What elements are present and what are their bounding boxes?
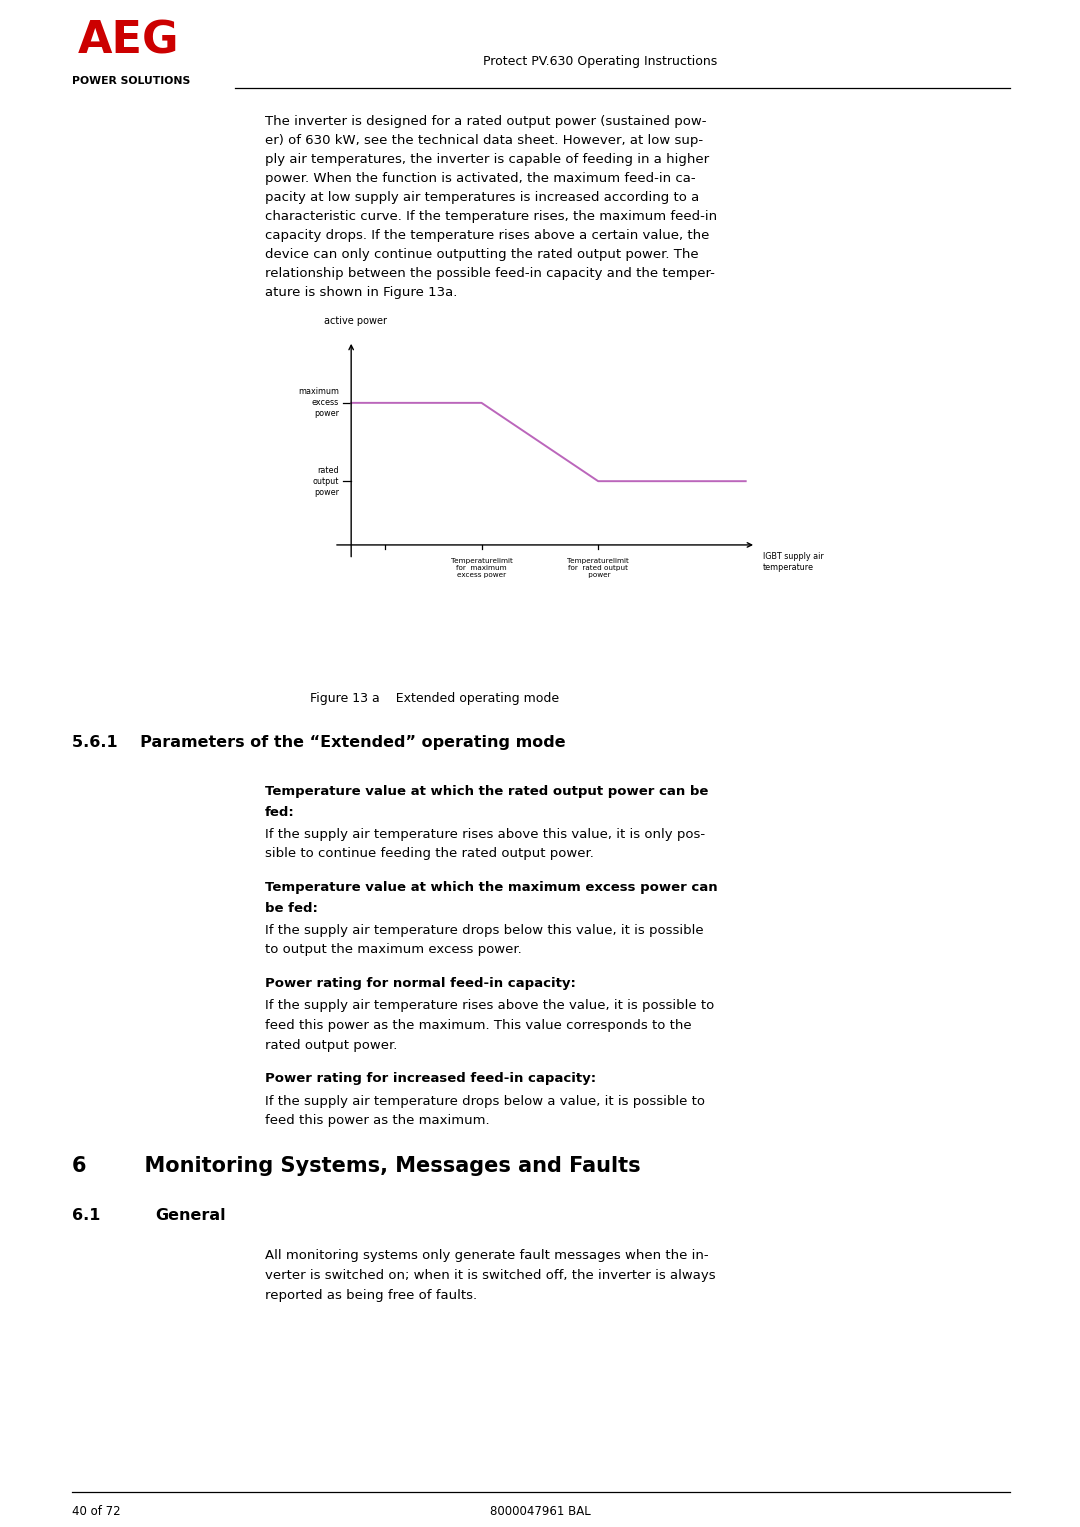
Text: verter is switched on; when it is switched off, the inverter is always: verter is switched on; when it is switch… xyxy=(265,1269,716,1283)
Text: er) of 630 kW, see the technical data sheet. However, at low sup-: er) of 630 kW, see the technical data sh… xyxy=(265,134,703,147)
Text: pacity at low supply air temperatures is increased according to a: pacity at low supply air temperatures is… xyxy=(265,191,699,205)
Text: be fed:: be fed: xyxy=(265,901,318,915)
Text: All monitoring systems only generate fault messages when the in-: All monitoring systems only generate fau… xyxy=(265,1249,708,1263)
Text: General: General xyxy=(156,1208,226,1223)
Text: rated
output
power: rated output power xyxy=(313,466,339,496)
Text: sible to continue feeding the rated output power.: sible to continue feeding the rated outp… xyxy=(265,847,594,861)
Text: If the supply air temperature drops below this value, it is possible: If the supply air temperature drops belo… xyxy=(265,924,704,938)
Text: If the supply air temperature rises above the value, it is possible to: If the supply air temperature rises abov… xyxy=(265,1000,714,1012)
Text: If the supply air temperature rises above this value, it is only pos-: If the supply air temperature rises abov… xyxy=(265,828,705,841)
Text: POWER SOLUTIONS: POWER SOLUTIONS xyxy=(72,76,190,86)
Text: maximum
excess
power: maximum excess power xyxy=(298,388,339,418)
Text: 40 of 72: 40 of 72 xyxy=(72,1506,121,1518)
Text: characteristic curve. If the temperature rises, the maximum feed-in: characteristic curve. If the temperature… xyxy=(265,211,717,223)
Text: Temperature value at which the rated output power can be: Temperature value at which the rated out… xyxy=(265,785,708,799)
Text: to output the maximum excess power.: to output the maximum excess power. xyxy=(265,944,522,956)
Text: fed:: fed: xyxy=(265,806,295,818)
Text: 8000047961 BAL: 8000047961 BAL xyxy=(489,1506,591,1518)
Text: IGBT supply air
temperature: IGBT supply air temperature xyxy=(762,553,824,573)
Text: Temperaturelimit
for  maximum
excess power: Temperaturelimit for maximum excess powe… xyxy=(450,557,513,579)
Text: feed this power as the maximum.: feed this power as the maximum. xyxy=(265,1115,489,1127)
Text: power. When the function is activated, the maximum feed-in ca-: power. When the function is activated, t… xyxy=(265,173,696,185)
Text: Protect PV.630 Operating Instructions: Protect PV.630 Operating Instructions xyxy=(483,55,717,69)
Text: device can only continue outputting the rated output power. The: device can only continue outputting the … xyxy=(265,247,699,261)
Text: reported as being free of faults.: reported as being free of faults. xyxy=(265,1289,477,1301)
Text: Power rating for normal feed-in capacity:: Power rating for normal feed-in capacity… xyxy=(265,977,576,989)
Text: active power: active power xyxy=(324,316,387,327)
Text: 6.1: 6.1 xyxy=(72,1208,100,1223)
Text: AEG: AEG xyxy=(78,18,179,63)
Text: The inverter is designed for a rated output power (sustained pow-: The inverter is designed for a rated out… xyxy=(265,115,706,128)
Text: Power rating for increased feed-in capacity:: Power rating for increased feed-in capac… xyxy=(265,1072,596,1086)
Text: rated output power.: rated output power. xyxy=(265,1038,397,1052)
Text: ature is shown in Figure 13a.: ature is shown in Figure 13a. xyxy=(265,286,457,299)
Text: relationship between the possible feed-in capacity and the temper-: relationship between the possible feed-i… xyxy=(265,267,715,279)
Text: 6        Monitoring Systems, Messages and Faults: 6 Monitoring Systems, Messages and Fault… xyxy=(72,1156,640,1176)
Text: ply air temperatures, the inverter is capable of feeding in a higher: ply air temperatures, the inverter is ca… xyxy=(265,153,710,166)
Text: 5.6.1    Parameters of the “Extended” operating mode: 5.6.1 Parameters of the “Extended” opera… xyxy=(72,734,566,750)
Text: Figure 13 a    Extended operating mode: Figure 13 a Extended operating mode xyxy=(310,692,559,705)
Text: Temperaturelimit
for  rated output
 power: Temperaturelimit for rated output power xyxy=(567,557,630,579)
Text: Temperature value at which the maximum excess power can: Temperature value at which the maximum e… xyxy=(265,881,717,893)
Text: feed this power as the maximum. This value corresponds to the: feed this power as the maximum. This val… xyxy=(265,1019,691,1032)
Text: If the supply air temperature drops below a value, it is possible to: If the supply air temperature drops belo… xyxy=(265,1095,705,1107)
Text: capacity drops. If the temperature rises above a certain value, the: capacity drops. If the temperature rises… xyxy=(265,229,710,241)
